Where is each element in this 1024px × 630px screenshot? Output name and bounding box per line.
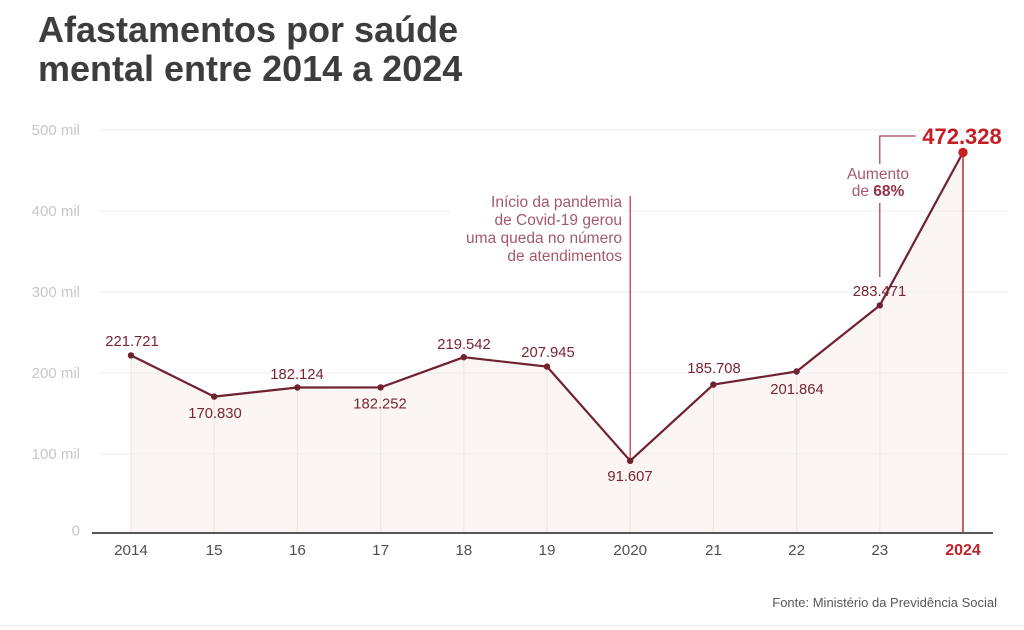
svg-text:19: 19: [539, 542, 556, 559]
svg-text:182.124: 182.124: [270, 367, 324, 383]
svg-text:200 mil: 200 mil: [32, 365, 80, 382]
svg-text:15: 15: [206, 542, 223, 559]
svg-text:300 mil: 300 mil: [32, 284, 80, 301]
svg-text:2014: 2014: [114, 542, 148, 559]
svg-text:Fonte: Ministério da Previdênc: Fonte: Ministério da Previdência Social: [772, 595, 997, 610]
svg-text:de atendimentos: de atendimentos: [507, 248, 622, 265]
svg-text:2020: 2020: [613, 542, 647, 559]
svg-text:de Covid-19 gerou: de Covid-19 gerou: [494, 212, 622, 229]
svg-text:Início da pandemia: Início da pandemia: [491, 194, 622, 211]
svg-text:22: 22: [788, 542, 805, 559]
svg-text:0: 0: [72, 523, 80, 540]
svg-text:de 68%: de 68%: [852, 183, 905, 200]
svg-text:182.252: 182.252: [353, 397, 407, 413]
svg-text:170.830: 170.830: [188, 406, 242, 422]
svg-text:100 mil: 100 mil: [32, 446, 80, 463]
svg-text:91.607: 91.607: [607, 469, 652, 485]
svg-text:17: 17: [372, 542, 389, 559]
svg-text:23: 23: [871, 542, 888, 559]
svg-text:221.721: 221.721: [105, 334, 159, 350]
svg-text:283.471: 283.471: [853, 284, 907, 300]
svg-text:472.328: 472.328: [922, 124, 1002, 149]
svg-text:219.542: 219.542: [437, 337, 491, 353]
svg-text:21: 21: [705, 542, 722, 559]
svg-text:2024: 2024: [945, 542, 981, 559]
svg-text:207.945: 207.945: [521, 345, 575, 361]
svg-text:18: 18: [455, 542, 472, 559]
svg-text:500 mil: 500 mil: [32, 122, 80, 139]
svg-text:uma queda no número: uma queda no número: [466, 230, 622, 247]
svg-text:400 mil: 400 mil: [32, 203, 80, 220]
svg-text:201.864: 201.864: [770, 382, 824, 398]
svg-text:Aumento: Aumento: [847, 166, 909, 183]
svg-text:185.708: 185.708: [687, 361, 741, 377]
svg-text:16: 16: [289, 542, 306, 559]
